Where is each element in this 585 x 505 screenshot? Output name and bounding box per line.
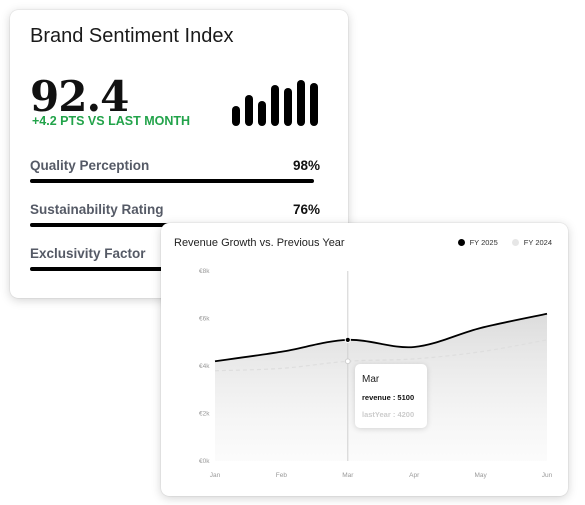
y-tick-label: €8k <box>199 268 210 275</box>
mini-bar <box>310 83 318 126</box>
sentiment-score: 92.4 <box>30 72 129 121</box>
legend-item-fy2024[interactable]: FY 2024 <box>511 238 552 247</box>
metric-progress-fill <box>30 179 315 183</box>
x-tick-label: Feb <box>276 472 288 479</box>
mini-bar <box>258 101 266 126</box>
metric-progress-fill <box>30 223 251 227</box>
legend-dot-icon <box>457 239 465 246</box>
series-line-fy2025 <box>214 312 548 363</box>
tooltip-last-year: lastYear : 4200 <box>362 410 415 419</box>
series-line-fy2024 <box>214 339 548 372</box>
x-tick-label: Mar <box>342 472 354 479</box>
legend-dot-icon <box>511 239 519 246</box>
metric-progress-track <box>30 267 320 271</box>
tooltip-revenue: revenue : 5100 <box>362 393 415 402</box>
x-tick-label: Jun <box>542 472 553 479</box>
mini-bar <box>284 88 292 126</box>
chart-legend: FY 2025 FY 2024 <box>457 238 552 247</box>
sentiment-delta: +4.2 PTS VS LAST MONTH <box>32 114 191 128</box>
metric-label: Sustainability Rating <box>30 202 164 217</box>
x-tick-label: Apr <box>409 472 420 479</box>
point-fy2024-highlight <box>344 358 351 365</box>
metric-progress-track <box>30 179 320 183</box>
mini-bar <box>297 80 305 126</box>
chart-tooltip: Mar revenue : 5100 lastYear : 4200 <box>355 364 427 428</box>
revenue-chart-title: Revenue Growth vs. Previous Year <box>174 237 345 249</box>
revenue-area-chart[interactable]: €0k €2k €4k €6k €8k Jan Feb Mar Apr May Jun <box>161 223 568 496</box>
metric-label: Exclusivity Factor <box>30 246 146 261</box>
legend-label: FY 2024 <box>523 238 552 247</box>
mini-bar <box>245 95 253 126</box>
revenue-growth-card: Revenue Growth vs. Previous Year FY 2025… <box>161 223 568 496</box>
y-tick-label: €4k <box>199 363 210 370</box>
x-tick-label: Jan <box>210 472 221 479</box>
legend-item-fy2025[interactable]: FY 2025 <box>457 238 498 247</box>
tooltip-category: Mar <box>362 374 380 385</box>
mini-bar <box>271 85 279 126</box>
metric-percent: 98% <box>292 158 320 173</box>
sentiment-mini-bar-chart <box>232 80 318 126</box>
sentiment-title: Brand Sentiment Index <box>30 25 234 47</box>
metric-progress-track <box>30 223 320 227</box>
point-fy2025-highlight <box>344 336 351 343</box>
metric-progress-fill <box>30 267 286 271</box>
x-tick-label: May <box>474 472 487 479</box>
mini-bar <box>232 106 240 126</box>
y-tick-label: €2k <box>199 411 210 418</box>
y-tick-label: €6k <box>199 316 210 323</box>
metric-percent: 76% <box>292 202 320 217</box>
y-tick-label: €0k <box>199 458 210 465</box>
metric-label: Quality Perception <box>30 158 150 173</box>
legend-label: FY 2025 <box>469 238 498 247</box>
